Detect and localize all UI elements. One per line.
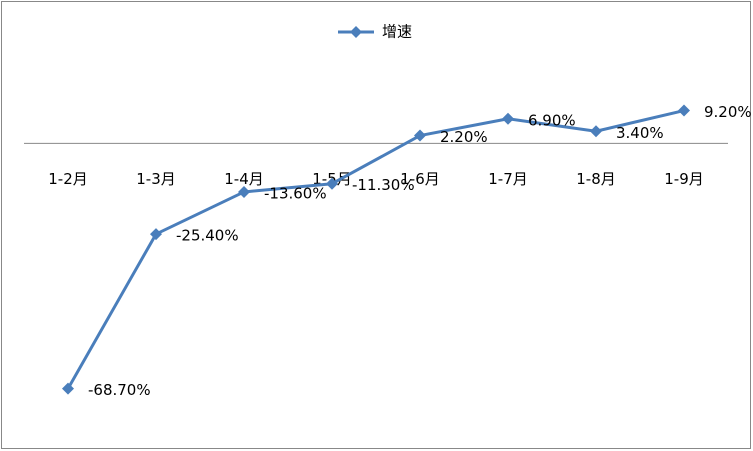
data-label: -13.60% — [264, 184, 327, 202]
point-marker — [150, 228, 162, 241]
point-marker — [590, 125, 602, 138]
x-tick-label: 1-6月 — [400, 170, 440, 188]
point-marker — [62, 382, 74, 395]
point-marker — [502, 112, 514, 125]
legend-label: 增速 — [382, 23, 412, 41]
x-tick-label: 1-4月 — [224, 170, 264, 188]
x-tick-label: 1-3月 — [136, 170, 176, 188]
point-marker — [678, 104, 690, 117]
x-tick-label: 1-8月 — [576, 170, 616, 188]
legend-marker — [350, 26, 362, 38]
x-tick-label: 1-7月 — [488, 170, 528, 188]
data-label: -11.30% — [352, 176, 415, 194]
data-label: 6.90% — [528, 111, 576, 129]
point-marker — [238, 185, 250, 198]
series-line — [66, 109, 685, 390]
data-label: -25.40% — [176, 227, 239, 245]
data-label: 2.20% — [440, 128, 488, 146]
x-tick-label: 1-2月 — [48, 170, 88, 188]
point-marker — [414, 129, 426, 142]
point-marker — [326, 177, 338, 190]
data-label: 3.40% — [616, 124, 664, 142]
x-tick-label: 1-9月 — [664, 170, 704, 188]
data-label: -68.70% — [88, 381, 151, 399]
data-label: 9.20% — [704, 103, 752, 121]
